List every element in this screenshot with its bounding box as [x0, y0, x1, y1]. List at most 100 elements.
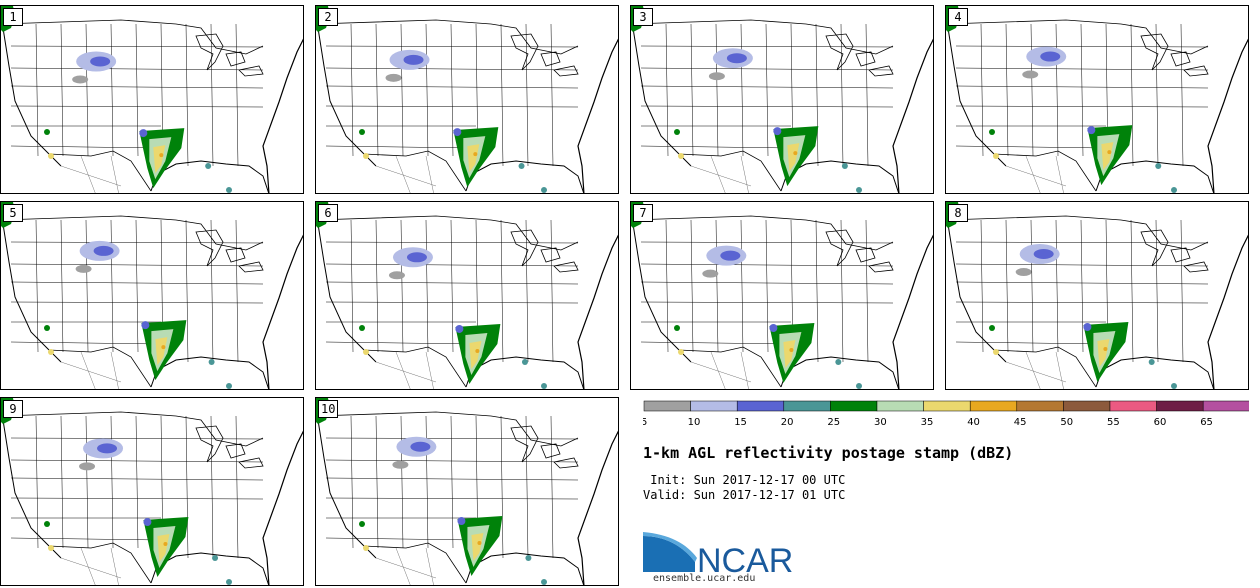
coastline-west — [317, 419, 377, 559]
precip-cell — [477, 541, 482, 546]
state-border — [1030, 23, 1034, 157]
state-border — [765, 23, 769, 157]
precip-southern-plains-heavy — [787, 143, 800, 172]
precip-gulf — [1171, 383, 1177, 389]
state-border — [955, 241, 1209, 244]
state-border — [980, 219, 984, 353]
precip-cell — [1103, 347, 1108, 352]
country-border-mexico — [48, 346, 152, 388]
ncar-logo-text: NCAR — [697, 542, 793, 576]
coastline-east — [1207, 234, 1248, 389]
country-border — [316, 215, 579, 251]
precip-northern-plains-gray — [702, 269, 719, 278]
precip-west-coast — [989, 129, 995, 135]
precip-southern-plains-heavy — [471, 533, 484, 562]
precip-west-coast — [363, 349, 369, 355]
state-border — [85, 23, 89, 157]
precip-northern-plains-core — [410, 441, 431, 452]
country-border-mexico — [993, 150, 1097, 192]
state-border — [10, 263, 264, 267]
country-border-mexico — [678, 346, 782, 388]
precip-west-coast — [674, 129, 680, 135]
colorbar-swatch — [690, 400, 738, 412]
mexico-states — [375, 155, 437, 193]
state-border — [60, 219, 64, 353]
mexico-states — [1005, 155, 1067, 193]
precip-west-coast — [989, 325, 995, 331]
precip-cell-edge — [141, 321, 150, 330]
state-border — [400, 219, 404, 353]
state-border — [1055, 23, 1059, 157]
precip-gulf — [1148, 359, 1155, 365]
precip-gulf — [856, 187, 862, 193]
map-canvas — [1, 398, 303, 585]
state-border — [325, 437, 579, 440]
state-border — [955, 145, 1107, 149]
state-border — [525, 219, 529, 363]
precip-cell — [475, 348, 480, 353]
precip-west-coast — [359, 325, 365, 331]
colorbar-tick-label: 10 — [688, 417, 701, 428]
state-border — [1080, 219, 1084, 353]
state-border — [1030, 219, 1034, 353]
precip-gulf — [518, 163, 525, 169]
state-border — [135, 219, 139, 353]
state-border — [1155, 23, 1159, 167]
state-border — [210, 415, 214, 559]
state-border — [450, 415, 454, 549]
country-border — [1, 19, 264, 55]
precip-southern-plains-heavy — [155, 337, 168, 366]
map-canvas — [1, 202, 303, 389]
colorbar-tick-label: 30 — [874, 417, 887, 428]
coastline-east — [1207, 38, 1248, 193]
state-border — [955, 341, 1107, 345]
precip-cell — [163, 542, 168, 547]
colorbar-swatch — [736, 400, 785, 412]
state-border — [640, 145, 792, 149]
state-border — [10, 437, 264, 440]
mexico-states — [690, 155, 752, 193]
member-number: 8 — [948, 204, 968, 222]
state-border — [955, 263, 1209, 267]
coastline-west — [947, 27, 1007, 167]
precip-northern-plains-core — [720, 250, 741, 261]
state-border — [1055, 219, 1059, 353]
coastline-west — [2, 419, 62, 559]
great-lakes — [1140, 33, 1209, 77]
state-border — [325, 45, 579, 48]
member-number: 9 — [3, 400, 23, 418]
member-panel-8: 8 — [945, 201, 1249, 390]
great-lakes — [1140, 229, 1209, 273]
precip-northern-plains-core — [1033, 249, 1054, 260]
colorbar-tick-label: 50 — [1060, 417, 1073, 428]
precip-cell — [159, 153, 164, 158]
state-border — [10, 459, 264, 463]
state-border — [450, 219, 454, 353]
colorbar-swatch — [1063, 400, 1111, 412]
precip-west-coast — [674, 325, 680, 331]
state-border — [325, 241, 579, 244]
colorbar-tick-label: 40 — [967, 417, 980, 428]
great-lakes — [510, 33, 579, 77]
precip-west-coast — [44, 129, 50, 135]
state-border — [110, 415, 114, 549]
precip-west-coast — [359, 129, 365, 135]
state-border — [425, 219, 429, 353]
state-border — [350, 219, 354, 353]
precip-gulf — [1171, 187, 1177, 193]
precip-northern-plains-gray — [79, 462, 96, 471]
precip-southern-plains-heavy — [1101, 142, 1114, 171]
coastline-west — [632, 27, 692, 167]
colorbar-swatch — [1202, 400, 1249, 412]
state-border — [525, 23, 529, 167]
precip-southern-plains-heavy — [153, 145, 166, 174]
state-border — [665, 219, 669, 353]
member-number: 3 — [633, 8, 653, 26]
member-number: 6 — [318, 204, 338, 222]
precip-cell-edge — [773, 127, 782, 136]
colorbar-swatch — [783, 400, 831, 412]
precip-gulf — [525, 555, 532, 561]
colorbar-swatch — [1109, 400, 1157, 412]
colorbar-tick-label: 60 — [1154, 417, 1167, 428]
ncar-logo: NCAR — [643, 532, 793, 576]
